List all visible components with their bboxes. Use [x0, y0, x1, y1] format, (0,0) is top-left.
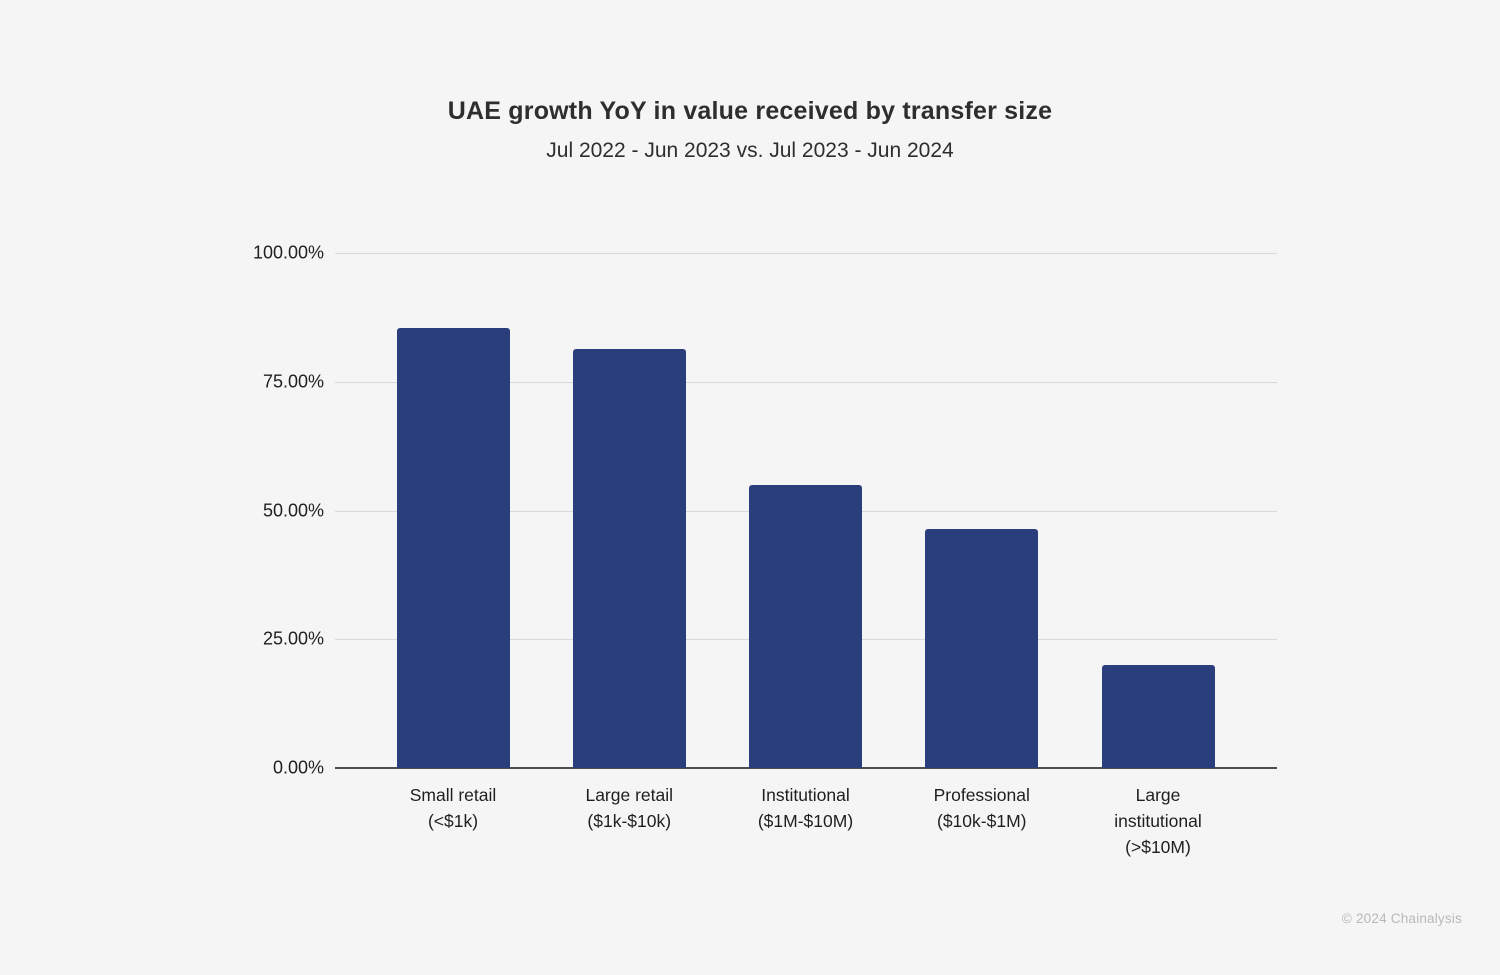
bar-institutional	[749, 484, 862, 768]
x-axis-line	[335, 767, 1277, 769]
chart-title: UAE growth YoY in value received by tran…	[447, 97, 1053, 125]
plot-area: 100.00% 75.00% 50.00% 25.00% 0.00% Small reta…	[253, 243, 1277, 857]
bar-large	[1101, 665, 1215, 768]
y-axis-tick-label: 0.00%	[272, 757, 324, 778]
bar-professional	[925, 529, 1039, 768]
copyright-text: © 2024 Chainalysis	[1341, 911, 1462, 926]
gridline	[335, 253, 1277, 254]
y-axis-tick-label: 100.00%	[252, 242, 324, 263]
bar-small-retail	[396, 328, 510, 768]
x-axis-label-large: Large institutional (>$10M)	[1114, 785, 1202, 857]
y-axis-tick-label: 75.00%	[262, 371, 324, 392]
y-axis-tick-label: 50.00%	[262, 500, 324, 520]
gridline	[335, 381, 1277, 383]
x-axis-label-institutional: Institutional ($1M-$10M)	[757, 785, 854, 831]
x-axis-label-large-retail: Large retail ($1k-$10k)	[585, 785, 674, 831]
chart-subtitle: Jul 2022 - Jun 2023 vs. Jul 2023 - Jun 2…	[546, 139, 954, 162]
x-axis-label-small-retail: Small retail (<$1k)	[409, 785, 497, 831]
bar-large-retail	[572, 348, 686, 768]
y-axis-tick-label: 25.00%	[262, 628, 324, 649]
x-axis-label-professional: Professional ($10k-$1M)	[933, 785, 1030, 831]
